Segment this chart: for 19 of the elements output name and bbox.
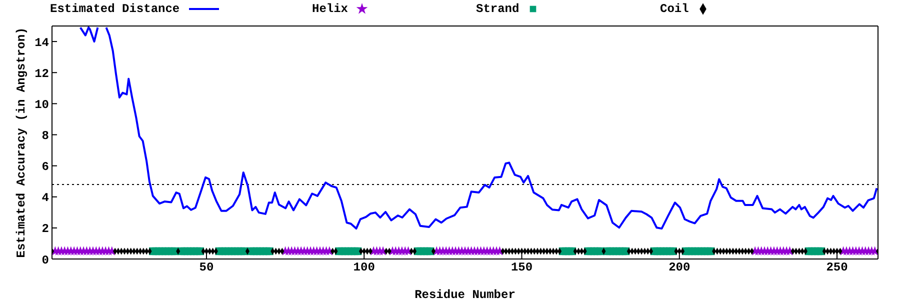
legend-label: Coil — [660, 2, 689, 16]
x-axis-title: Residue Number — [414, 288, 516, 300]
x-tick-label: 150 — [510, 260, 533, 275]
y-tick-label: 0 — [42, 253, 49, 268]
x-tick-label: 100 — [353, 260, 375, 275]
x-tick-label: 250 — [826, 260, 848, 275]
y-tick-label: 12 — [34, 66, 49, 81]
y-tick-label: 14 — [34, 36, 49, 50]
x-tick-label: 50 — [199, 260, 214, 275]
y-axis-title: Estimated Accuracy (in Angstron) — [14, 27, 28, 258]
legend-label: Helix — [312, 2, 348, 16]
legend-label: Estimated Distance — [50, 2, 180, 16]
legend-label: Strand — [476, 2, 520, 16]
y-tick-label: 10 — [34, 98, 49, 112]
y-tick-label: 6 — [42, 160, 49, 174]
y-tick-label: 8 — [42, 128, 49, 143]
y-tick-label: 2 — [42, 222, 49, 236]
y-tick-label: 4 — [42, 191, 49, 206]
x-tick-label: 200 — [668, 260, 690, 275]
